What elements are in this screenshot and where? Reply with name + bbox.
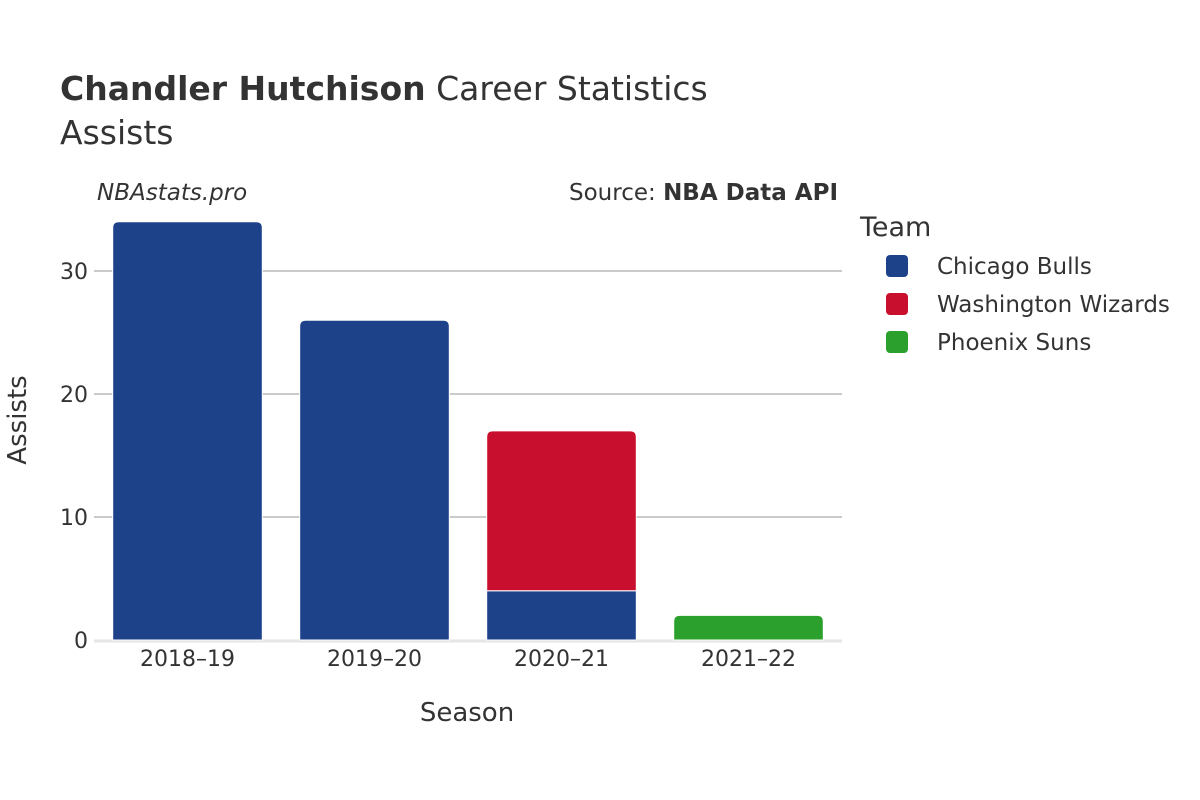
chart-subtitle: Assists [60,113,173,152]
x-tick-label-2019-20: 2019–20 [327,647,422,672]
player-name: Chandler Hutchison [60,69,426,108]
source-prefix: Source: [569,180,663,206]
x-tick-label-2020-21: 2020–21 [514,647,609,672]
legend-label-washington-wizards: Washington Wizards [937,292,1170,318]
legend-label-chicago-bulls: Chicago Bulls [937,254,1092,280]
y-axis-title: Assists [3,375,33,464]
y-tick-label-20: 20 [60,383,88,408]
y-tick-label-0: 0 [74,629,88,654]
legend-swatch-washington-wizards [886,293,908,315]
bar-2018-19-chicago-bulls [112,221,263,641]
y-tick-label-30: 30 [60,260,88,285]
bar-2020-21-washington-wizards [486,430,637,592]
x-tick-label-2021-22: 2021–22 [701,647,796,672]
x-tick-label-2018-19: 2018–19 [140,647,235,672]
legend-title: Team [859,212,931,243]
y-tick-label-10: 10 [60,506,88,531]
legend-swatch-phoenix-suns [886,331,908,353]
x-axis-title: Season [420,698,514,728]
title-rest: Career Statistics [426,69,708,108]
y-axis-ticks: 0 10 20 30 [60,260,88,654]
legend-swatch-chicago-bulls [886,255,908,277]
bar-2021-22-phoenix-suns [673,614,824,641]
bar-2020-21-chicago-bulls [486,590,637,641]
source-name: NBA Data API [663,180,838,206]
bars [112,221,824,641]
source-credit: Source: NBA Data API [569,180,838,206]
bar-2019-20-chicago-bulls [299,319,450,641]
x-axis-ticks: 2018–19 2019–20 2020–21 2021–22 [140,647,796,672]
chart-title: Chandler Hutchison Career Statistics [60,69,708,108]
legend-label-phoenix-suns: Phoenix Suns [937,330,1091,356]
legend: Chicago Bulls Washington Wizards Phoenix S… [886,254,1170,356]
watermark: NBAstats.pro [97,180,247,206]
